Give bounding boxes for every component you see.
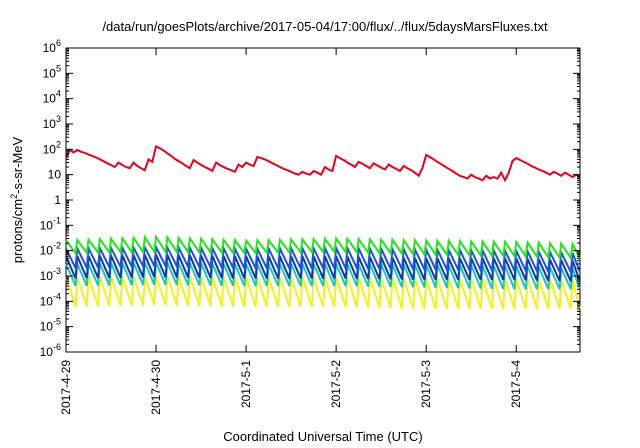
y-axis-label-superscript: 2: [9, 194, 19, 199]
y-tick-label: 10-1: [40, 215, 61, 232]
y-tick-label: 10-6: [40, 342, 61, 359]
x-tick-label: 2017-5-2: [329, 360, 343, 408]
y-tick-label: 1: [54, 193, 61, 207]
y-tick-label: 10-2: [40, 241, 61, 258]
y-axis-label-unit: protons/cm: [10, 199, 25, 263]
x-axis: 2017-4-29 2017-4-30 2017-5-1 2017-5-2 2017-5…: [59, 48, 523, 415]
y-tick-label: 104: [43, 89, 61, 106]
x-tick-label: 2017-4-30: [149, 360, 163, 415]
x-tick-label: 2017-4-29: [59, 360, 73, 415]
y-tick-label: 10-3: [40, 266, 61, 283]
x-tick-label: 2017-5-3: [419, 360, 433, 408]
y-tick-label: 102: [43, 139, 61, 156]
y-tick-label: 103: [43, 114, 61, 131]
series-line-5: [65, 275, 581, 310]
y-tick-label: 106: [43, 38, 61, 55]
y-axis: 10-6 10-5 10-4 10-3 10-2 10-1 1 10 102 103 104 105 1…: [40, 38, 580, 359]
y-tick-label: 10-5: [40, 317, 61, 334]
x-tick-label: 2017-5-4: [509, 360, 523, 408]
y-tick-label: 10-4: [40, 291, 61, 308]
y-tick-label: 10: [48, 168, 62, 182]
chart-title: /data/run/goesPlots/archive/2017-05-04/1…: [102, 19, 548, 34]
x-tick-label: 2017-5-1: [239, 360, 253, 408]
series-line-1: [65, 233, 581, 261]
y-axis-label-rest: -s-sr-MeV: [10, 136, 25, 193]
y-axis-label: protons/cm2-s-sr-MeV: [9, 136, 25, 263]
series-line-0: [65, 144, 581, 183]
y-tick-label: 105: [43, 63, 61, 80]
x-axis-label: Coordinated Universal Time (UTC): [223, 429, 422, 444]
series-line-2: [65, 243, 581, 276]
series-layer: [65, 144, 581, 310]
